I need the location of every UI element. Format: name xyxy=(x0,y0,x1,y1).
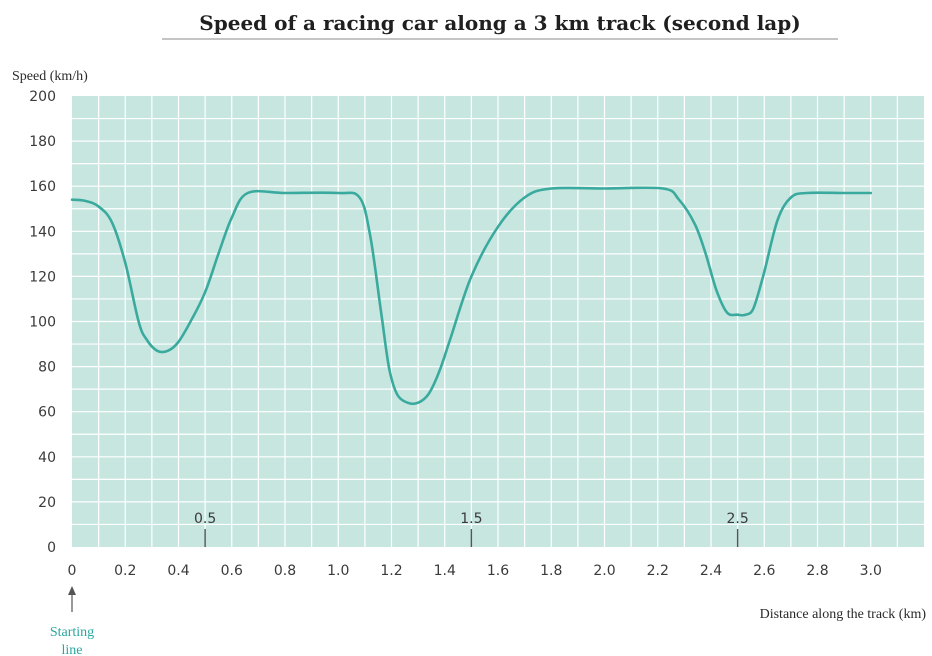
y-tick-label: 100 xyxy=(29,315,56,331)
y-tick-label: 60 xyxy=(38,405,56,421)
x-tick-label: 2.2 xyxy=(647,563,669,579)
starting-line-marker: Starting line xyxy=(50,586,94,656)
x-tick-label: 1.8 xyxy=(540,563,562,579)
distance-marker-label: 0.5 xyxy=(194,511,216,527)
starting-label-line2: line xyxy=(62,643,83,656)
chart-title: Speed of a racing car along a 3 km track… xyxy=(199,11,800,35)
x-tick-label: 0 xyxy=(68,563,77,579)
x-tick-label: 0.2 xyxy=(114,563,136,579)
distance-marker-label: 1.5 xyxy=(460,511,482,527)
x-tick-label: 3.0 xyxy=(860,563,882,579)
y-tick-label: 180 xyxy=(29,134,56,150)
speed-series-line xyxy=(70,186,873,406)
y-axis-label: Speed (km/h) xyxy=(12,69,88,84)
x-axis-label: Distance along the track (km) xyxy=(760,607,927,622)
x-tick-label: 2.8 xyxy=(806,563,828,579)
gridlines xyxy=(72,96,924,547)
starting-arrow-icon xyxy=(68,586,76,595)
y-tick-label: 40 xyxy=(38,450,56,466)
y-tick-label: 200 xyxy=(29,89,56,105)
y-tick-label: 160 xyxy=(29,179,56,195)
x-tick-label: 0.6 xyxy=(221,563,243,579)
x-tick-label: 2.0 xyxy=(593,563,615,579)
x-tick-label: 1.6 xyxy=(487,563,509,579)
y-tick-labels: 0 20 40 60 80 100 120 140 160 180 200 xyxy=(29,89,56,556)
distance-markers: 0.5 1.5 2.5 xyxy=(194,511,749,547)
x-tick-labels: 0 0.2 0.4 0.6 0.8 1.0 1.2 1.4 1.6 1.8 2.0 2.2 2.4 2.6… xyxy=(68,563,882,579)
x-tick-label: 1.2 xyxy=(380,563,402,579)
x-tick-label: 1.0 xyxy=(327,563,349,579)
y-tick-label: 20 xyxy=(38,495,56,511)
y-tick-label: 0 xyxy=(47,540,56,556)
starting-label-line1: Starting xyxy=(50,625,94,640)
x-tick-label: 0.4 xyxy=(167,563,189,579)
y-tick-label: 120 xyxy=(29,269,56,285)
x-tick-label: 1.4 xyxy=(434,563,456,579)
x-tick-label: 2.6 xyxy=(753,563,775,579)
y-tick-label: 140 xyxy=(29,224,56,240)
x-tick-label: 0.8 xyxy=(274,563,296,579)
y-tick-label: 80 xyxy=(38,360,56,376)
x-tick-label: 2.4 xyxy=(700,563,722,579)
distance-marker-label: 2.5 xyxy=(726,511,748,527)
